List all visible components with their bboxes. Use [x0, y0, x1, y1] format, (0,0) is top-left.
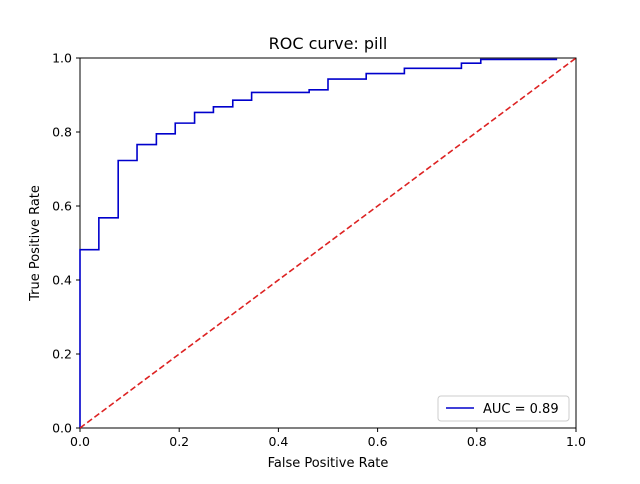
y-axis-ticks: 0.0 0.2 0.4 0.6 0.8 1.0 [52, 51, 80, 436]
x-tick-label: 0.8 [467, 434, 487, 449]
chance-diagonal-line [79, 57, 577, 429]
legend-label: AUC = 0.89 [483, 402, 559, 417]
x-tick-label: 0.2 [169, 434, 189, 449]
plot-area [79, 57, 577, 429]
chart-title: ROC curve: pill [269, 34, 388, 53]
roc-curve-line [79, 58, 558, 428]
x-tick-label: 0.6 [368, 434, 388, 449]
legend-box [437, 395, 570, 422]
y-tick-label: 1.0 [52, 51, 72, 66]
x-axis-ticks: 0.0 0.2 0.4 0.6 0.8 1.0 [70, 428, 586, 449]
x-axis-label: False Positive Rate [268, 456, 389, 471]
y-tick-label: 0.0 [52, 421, 72, 436]
y-tick-label: 0.8 [52, 125, 72, 140]
y-axis-label: True Positive Rate [28, 185, 43, 302]
axes-frame [79, 57, 577, 429]
legend: AUC = 0.89 [437, 395, 570, 422]
y-tick-label: 0.4 [52, 273, 72, 288]
y-tick-label: 0.6 [52, 199, 72, 214]
x-tick-label: 0.4 [268, 434, 288, 449]
x-tick-label: 1.0 [566, 434, 586, 449]
y-tick-label: 0.2 [52, 347, 72, 362]
x-tick-label: 0.0 [70, 434, 90, 449]
